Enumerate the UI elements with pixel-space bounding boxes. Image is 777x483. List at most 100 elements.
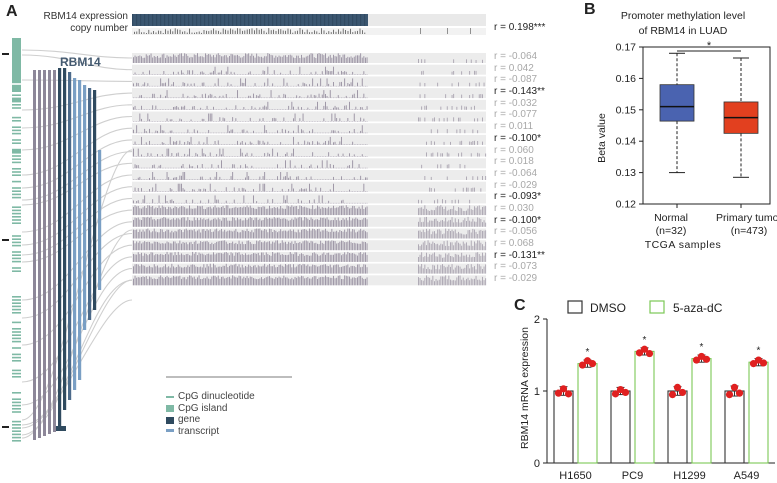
heatmap-mark xyxy=(230,230,232,239)
heatmap-mark xyxy=(443,276,445,286)
transcript-bar xyxy=(33,70,36,440)
heatmap-mark xyxy=(163,83,165,87)
heatmap-mark xyxy=(232,217,234,227)
heatmap-mark xyxy=(216,132,218,134)
heatmap-mark xyxy=(341,81,342,87)
heatmap-mark xyxy=(259,156,261,157)
heatmap-mark xyxy=(246,121,248,122)
heatmap-mark xyxy=(446,210,448,216)
heatmap-mark xyxy=(365,144,366,145)
heatmap-mark xyxy=(291,101,293,110)
heatmap-mark xyxy=(293,206,294,216)
heatmap-mark xyxy=(209,93,211,99)
heatmap-mark xyxy=(302,167,304,169)
heatmap-mark xyxy=(262,279,264,286)
heatmap-mark xyxy=(285,121,286,122)
heatmap-mark xyxy=(474,118,475,122)
heatmap-mark xyxy=(277,191,278,192)
heatmap-mark xyxy=(352,202,354,204)
heatmap-mark xyxy=(458,242,459,251)
heatmap-mark xyxy=(174,55,176,63)
heatmap-mark xyxy=(217,241,219,251)
cpg-dash xyxy=(12,222,21,224)
heatmap-mark xyxy=(243,97,245,99)
heatmap-mark xyxy=(344,191,346,192)
heatmap-mark xyxy=(273,253,275,262)
heatmap-mark xyxy=(305,240,307,251)
heatmap-mark xyxy=(214,156,216,157)
heatmap-mark xyxy=(293,148,294,157)
heatmap-mark xyxy=(169,156,171,157)
cpg-dash xyxy=(12,174,21,176)
heatmap-mark xyxy=(165,243,166,251)
heatmap-mark xyxy=(302,263,304,274)
heatmap-mark xyxy=(347,228,349,239)
heatmap-mark xyxy=(160,202,162,204)
heatmap-mark xyxy=(187,179,189,180)
heatmap-mark xyxy=(317,53,318,63)
cpg-dash xyxy=(12,337,21,340)
heatmap-mark xyxy=(206,156,208,157)
heatmap-mark xyxy=(302,109,304,110)
heatmap-mark xyxy=(474,241,475,251)
heatmap-mark xyxy=(365,132,366,134)
heatmap-mark xyxy=(294,206,296,216)
heatmap-mark xyxy=(227,277,229,286)
heatmap-mark xyxy=(334,85,336,87)
heatmap-mark xyxy=(329,136,331,145)
heatmap-mark xyxy=(261,207,262,216)
methylation-heatmap xyxy=(132,53,487,286)
heatmap-mark xyxy=(222,132,224,134)
heatmap-mark xyxy=(454,253,456,262)
heatmap-mark xyxy=(446,164,448,169)
data-point xyxy=(559,385,568,393)
legend-cpg-island: CpG island xyxy=(178,402,228,414)
copy-number-tick xyxy=(354,31,356,34)
heatmap-mark xyxy=(147,97,149,99)
heatmap-mark xyxy=(141,231,142,239)
cpg-dash xyxy=(12,139,21,141)
heatmap-mark xyxy=(179,109,181,110)
expression-stripe xyxy=(248,14,250,26)
heatmap-row xyxy=(132,146,486,157)
heatmap-mark xyxy=(142,144,144,145)
heatmap-mark xyxy=(440,153,442,157)
heatmap-mark xyxy=(213,121,214,122)
cpg-dash xyxy=(12,353,21,356)
heatmap-mark xyxy=(256,253,258,262)
copy-number-tick xyxy=(420,28,421,34)
heatmap-mark xyxy=(160,164,162,169)
heatmap-mark xyxy=(153,191,155,192)
heatmap-mark xyxy=(233,132,235,134)
heatmap-mark xyxy=(243,230,245,239)
heatmap-mark xyxy=(342,121,344,122)
heatmap-mark xyxy=(254,167,256,169)
heatmap-mark xyxy=(285,218,286,227)
heatmap-mark xyxy=(355,55,357,63)
heatmap-mark xyxy=(185,228,187,239)
legend-swatch-transcript xyxy=(166,429,174,432)
heatmap-mark xyxy=(477,141,479,145)
expression-stripe xyxy=(324,14,326,26)
heatmap-mark xyxy=(235,202,237,204)
heatmap-mark xyxy=(480,219,482,227)
heatmap-mark xyxy=(283,191,285,192)
heatmap-mark xyxy=(305,167,307,169)
heatmap-mark xyxy=(277,121,278,122)
heatmap-mark xyxy=(334,253,336,262)
heatmap-mark xyxy=(205,53,206,63)
heatmap-mark xyxy=(312,141,314,145)
heatmap-mark xyxy=(245,177,246,180)
heatmap-mark xyxy=(318,85,320,87)
heatmap-row-marks xyxy=(133,78,485,87)
heatmap-mark xyxy=(176,85,178,87)
heatmap-mark xyxy=(470,153,472,157)
heatmap-mark xyxy=(139,176,141,180)
heatmap-mark xyxy=(427,277,429,286)
heatmap-mark xyxy=(237,179,238,180)
heatmap-mark xyxy=(312,109,314,110)
heatmap-mark xyxy=(331,97,333,99)
heatmap-mark xyxy=(341,57,342,63)
heatmap-mark xyxy=(176,267,178,274)
heatmap-mark xyxy=(144,57,146,63)
